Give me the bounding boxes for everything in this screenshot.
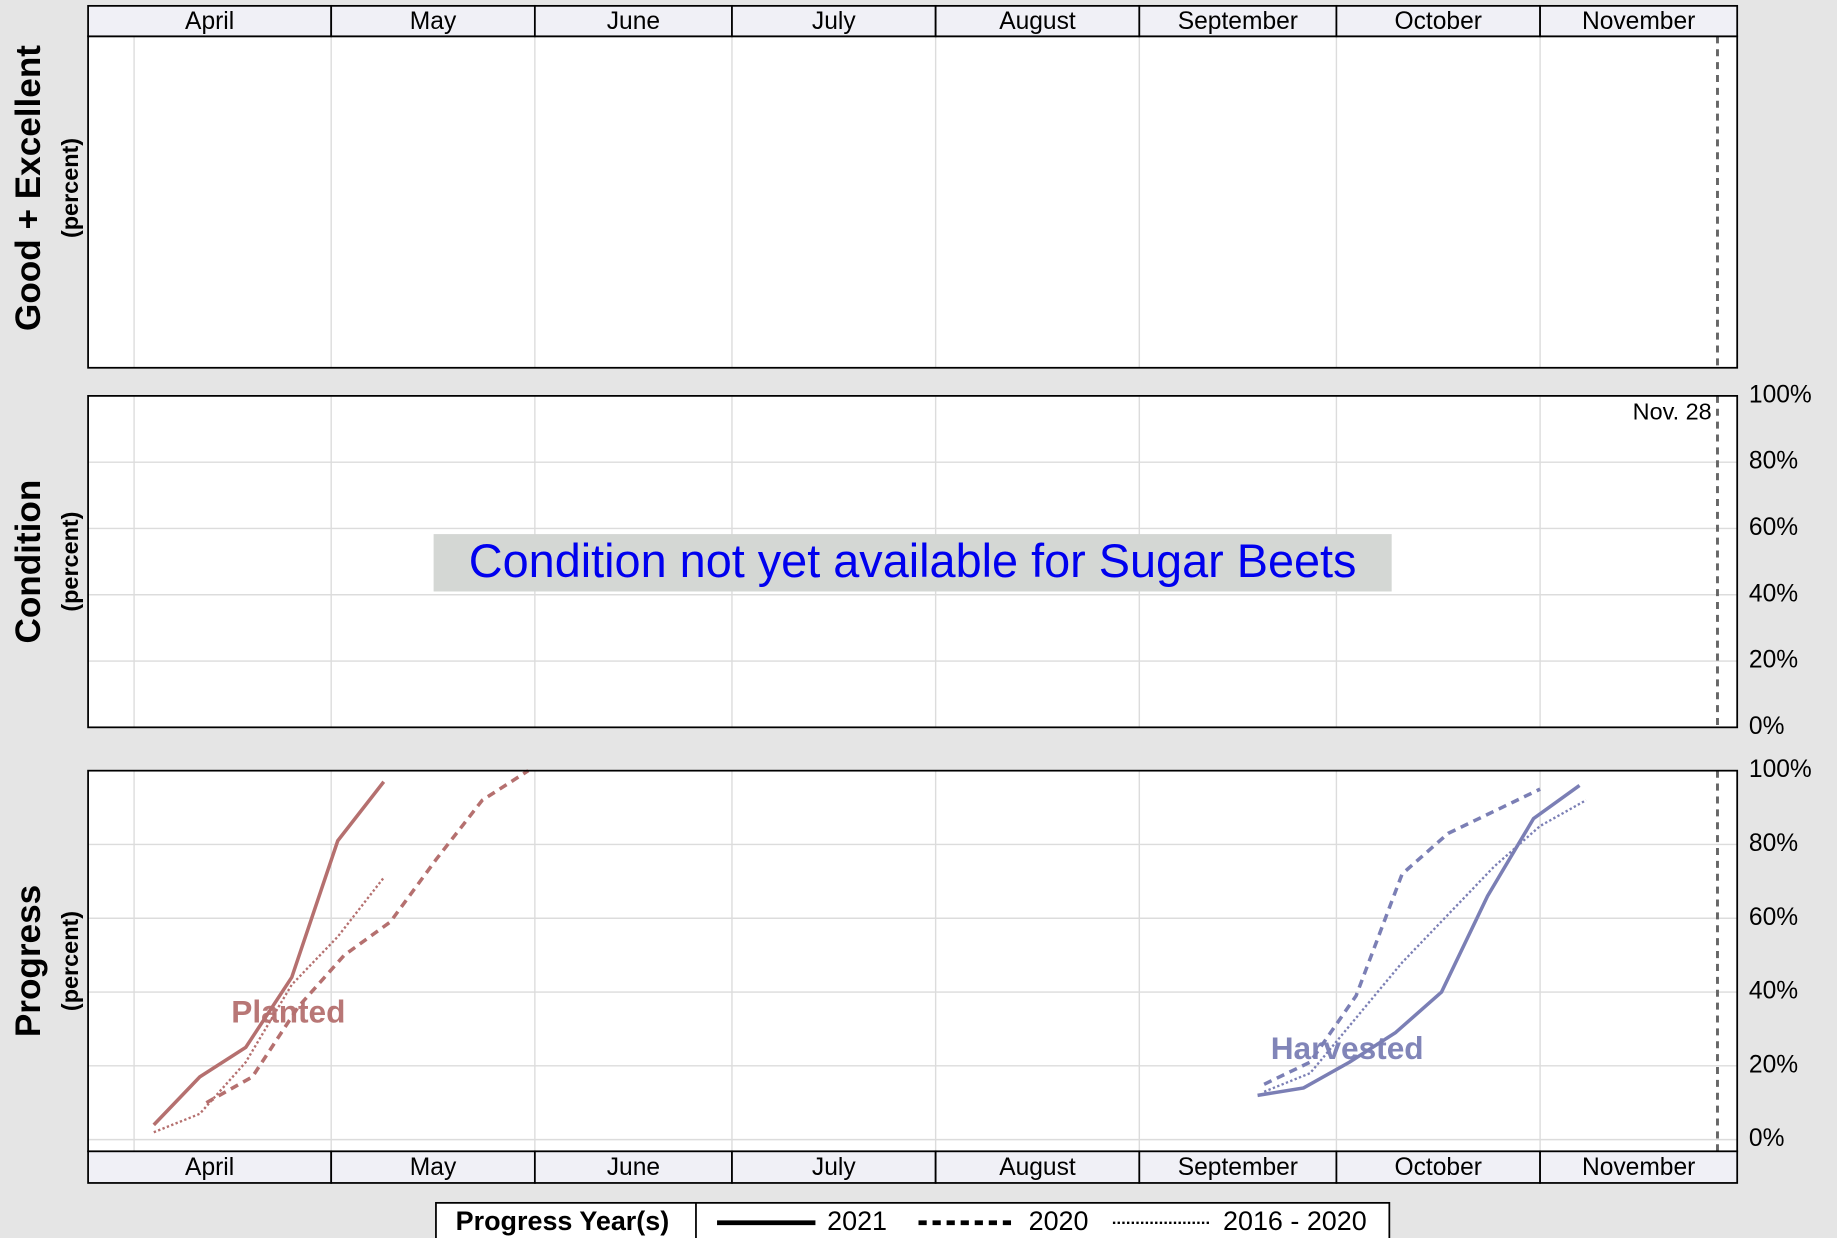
month-cell: [1138, 4, 1338, 38]
y-axis-sublabel: (percent): [57, 911, 83, 1011]
month-label: November: [1582, 1154, 1695, 1181]
month-label: June: [607, 1154, 660, 1181]
y-tick-label: 20%: [1749, 647, 1798, 674]
legend-label: 2016 - 2020: [1223, 1206, 1367, 1236]
y-axis-label: Condition: [9, 480, 48, 644]
month-cell: [1138, 1150, 1338, 1184]
month-label: May: [410, 8, 457, 35]
month-cell: [1335, 1150, 1541, 1184]
y-tick-label: 40%: [1749, 580, 1798, 607]
month-label: April: [185, 8, 234, 35]
y-axis-sublabel: (percent): [57, 138, 83, 238]
month-cell: [1539, 1150, 1739, 1184]
y-tick-label: 20%: [1749, 1051, 1798, 1078]
y-tick-label: 0%: [1749, 713, 1785, 740]
month-label: August: [999, 1154, 1076, 1181]
month-label: August: [999, 8, 1076, 35]
crop-label: Harvested: [1271, 1030, 1424, 1066]
month-label: April: [185, 1154, 234, 1181]
panel-frame: [87, 395, 1739, 729]
y-tick-label: 80%: [1749, 830, 1798, 857]
month-cell: [1335, 4, 1541, 38]
y-tick-label: 100%: [1749, 381, 1812, 408]
month-label: October: [1395, 1154, 1482, 1181]
progress-line: [1263, 799, 1587, 1093]
y-axis-label: Progress: [9, 885, 48, 1037]
month-label: July: [812, 8, 856, 35]
month-cell: [934, 4, 1141, 38]
panel-bg: [88, 770, 1738, 1152]
y-tick-label: 60%: [1749, 514, 1798, 541]
annotation: Condition not yet available for Sugar Be…: [469, 535, 1357, 587]
y-tick-label: 80%: [1749, 448, 1798, 475]
month-label: September: [1178, 1154, 1298, 1181]
legend-label: 2020: [1029, 1206, 1089, 1236]
month-label: September: [1178, 8, 1298, 35]
month-cell: [731, 4, 937, 38]
annotation-box: [433, 534, 1392, 592]
progress-line: [152, 780, 386, 1127]
date-marker-label: Nov. 28: [1633, 399, 1712, 425]
month-label: June: [607, 8, 660, 35]
legend-title: Progress Year(s): [456, 1206, 670, 1236]
legend-box: [435, 1201, 1391, 1238]
progress-line: [153, 876, 385, 1134]
y-axis-sublabel: (percent): [57, 512, 83, 612]
month-cell: [87, 1150, 333, 1184]
progress-line: [1257, 784, 1581, 1098]
crop-label: Planted: [231, 994, 345, 1030]
month-cell: [533, 1150, 733, 1184]
y-tick-label: 0%: [1749, 1125, 1785, 1152]
month-label: October: [1395, 8, 1482, 35]
month-label: July: [812, 1154, 856, 1181]
month-label: May: [410, 1154, 457, 1181]
y-tick-label: 100%: [1749, 756, 1812, 783]
month-label: November: [1582, 8, 1695, 35]
month-cell: [1539, 4, 1739, 38]
month-cell: [87, 4, 333, 38]
month-cell: [330, 1150, 536, 1184]
panel-bg: [88, 36, 1738, 368]
y-tick-label: 60%: [1749, 904, 1798, 931]
y-tick-label: 40%: [1749, 978, 1798, 1005]
y-axis-label: Good + Excellent: [9, 45, 48, 331]
legend-label: 2021: [827, 1206, 887, 1236]
